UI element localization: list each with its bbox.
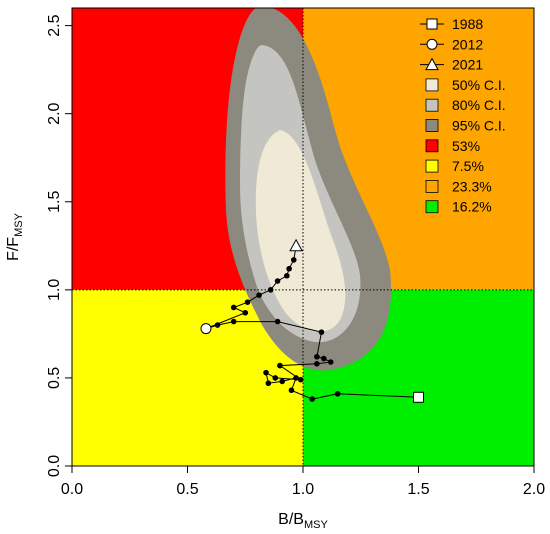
trajectory-point [288,387,295,394]
trajectory-point [290,257,297,263]
x-tick-label: 0.5 [176,481,198,498]
y-axis: 0.0 0.5 1.0 1.5 2.0 2.5 [46,14,72,477]
legend-item: 1988 [420,16,483,32]
marker-2021-triangle [289,238,303,252]
trajectory-point [230,304,237,311]
trajectory-point [327,359,334,365]
trajectory-point [267,287,274,293]
legend-label: 95% C.I. [452,118,506,134]
trajectory-point [256,292,262,298]
y-tick-label: 2.0 [46,102,63,124]
trajectory-point [309,396,316,402]
legend-item: 53% [425,138,480,154]
y-tick-label: 0.5 [46,367,63,389]
legend-label: 7.5% [452,158,484,174]
trajectory-point [286,265,292,272]
trajectory-point [277,362,283,369]
legend-label: 23.3% [452,178,492,194]
legend-label: 50% C.I. [452,77,506,93]
legend-item: 95% C.I. [425,118,506,134]
legend-swatch [425,179,439,193]
legend-circle-marker [426,38,438,50]
legend-item: 2021 [420,57,483,73]
legend-swatch [425,159,439,173]
legend-swatch [425,119,439,132]
legend-item: 16.2% [425,199,492,215]
trajectory-point [314,353,320,360]
x-tick-label: 0.0 [61,481,83,498]
trajectory-point [274,278,281,284]
legend-label: 2021 [452,57,483,73]
legend-label: 80% C.I. [452,97,506,113]
y-axis-label: F/FMSY [5,212,25,261]
legend-square-marker [426,18,438,30]
legend-item: 7.5% [425,158,484,174]
x-tick-label: 1.0 [292,481,314,498]
y-tick-label: 2.5 [46,14,63,36]
legend-label: 2012 [452,36,483,52]
trajectory-point [334,390,341,397]
trajectory-point [265,380,272,387]
legend-item: 23.3% [425,178,492,194]
y-tick-label: 0.0 [46,455,63,477]
trajectory-point [284,272,290,279]
legend-swatch [425,98,439,112]
trajectory-point [263,369,269,376]
legend-label: 16.2% [452,199,492,215]
legend-item: 50% C.I. [425,77,506,93]
trajectory-point [318,329,325,335]
trajectory-point [272,375,279,381]
trajectory-point [279,378,286,385]
x-tick-label: 2.0 [523,481,545,498]
legend-swatch [425,78,439,92]
marker-1988-square [413,391,424,403]
y-tick-label: 1.5 [46,191,63,213]
legend-swatch [425,200,439,214]
trajectory-point [230,318,237,325]
y-tick-label: 1.0 [46,279,63,301]
trajectory-point [293,375,299,381]
legend-triangle-marker [425,57,439,71]
legend-label: 53% [452,138,480,154]
trajectory [200,238,424,403]
trajectory-point [314,361,320,367]
x-axis: 0.0 0.5 1.0 1.5 2.0 [61,466,545,498]
marker-2012-circle [200,323,212,335]
legend-swatch [425,139,439,153]
trajectory-point [214,322,221,328]
trajectory-point [320,355,327,362]
legend: 1988 2012 2021 50% C.I. 80% C.I. 95% C.I. 53% 7… [420,16,506,215]
legend-label: 1988 [452,16,483,32]
trajectory-point [244,299,251,305]
x-tick-label: 1.5 [407,481,429,498]
reference-lines [72,8,534,466]
legend-item: 2012 [420,36,483,52]
legend-item: 80% C.I. [425,97,506,113]
trajectory-point [242,309,249,316]
trajectory-point [274,318,281,325]
trajectory-point [297,376,304,383]
x-axis-label: B/BMSY [278,511,328,531]
